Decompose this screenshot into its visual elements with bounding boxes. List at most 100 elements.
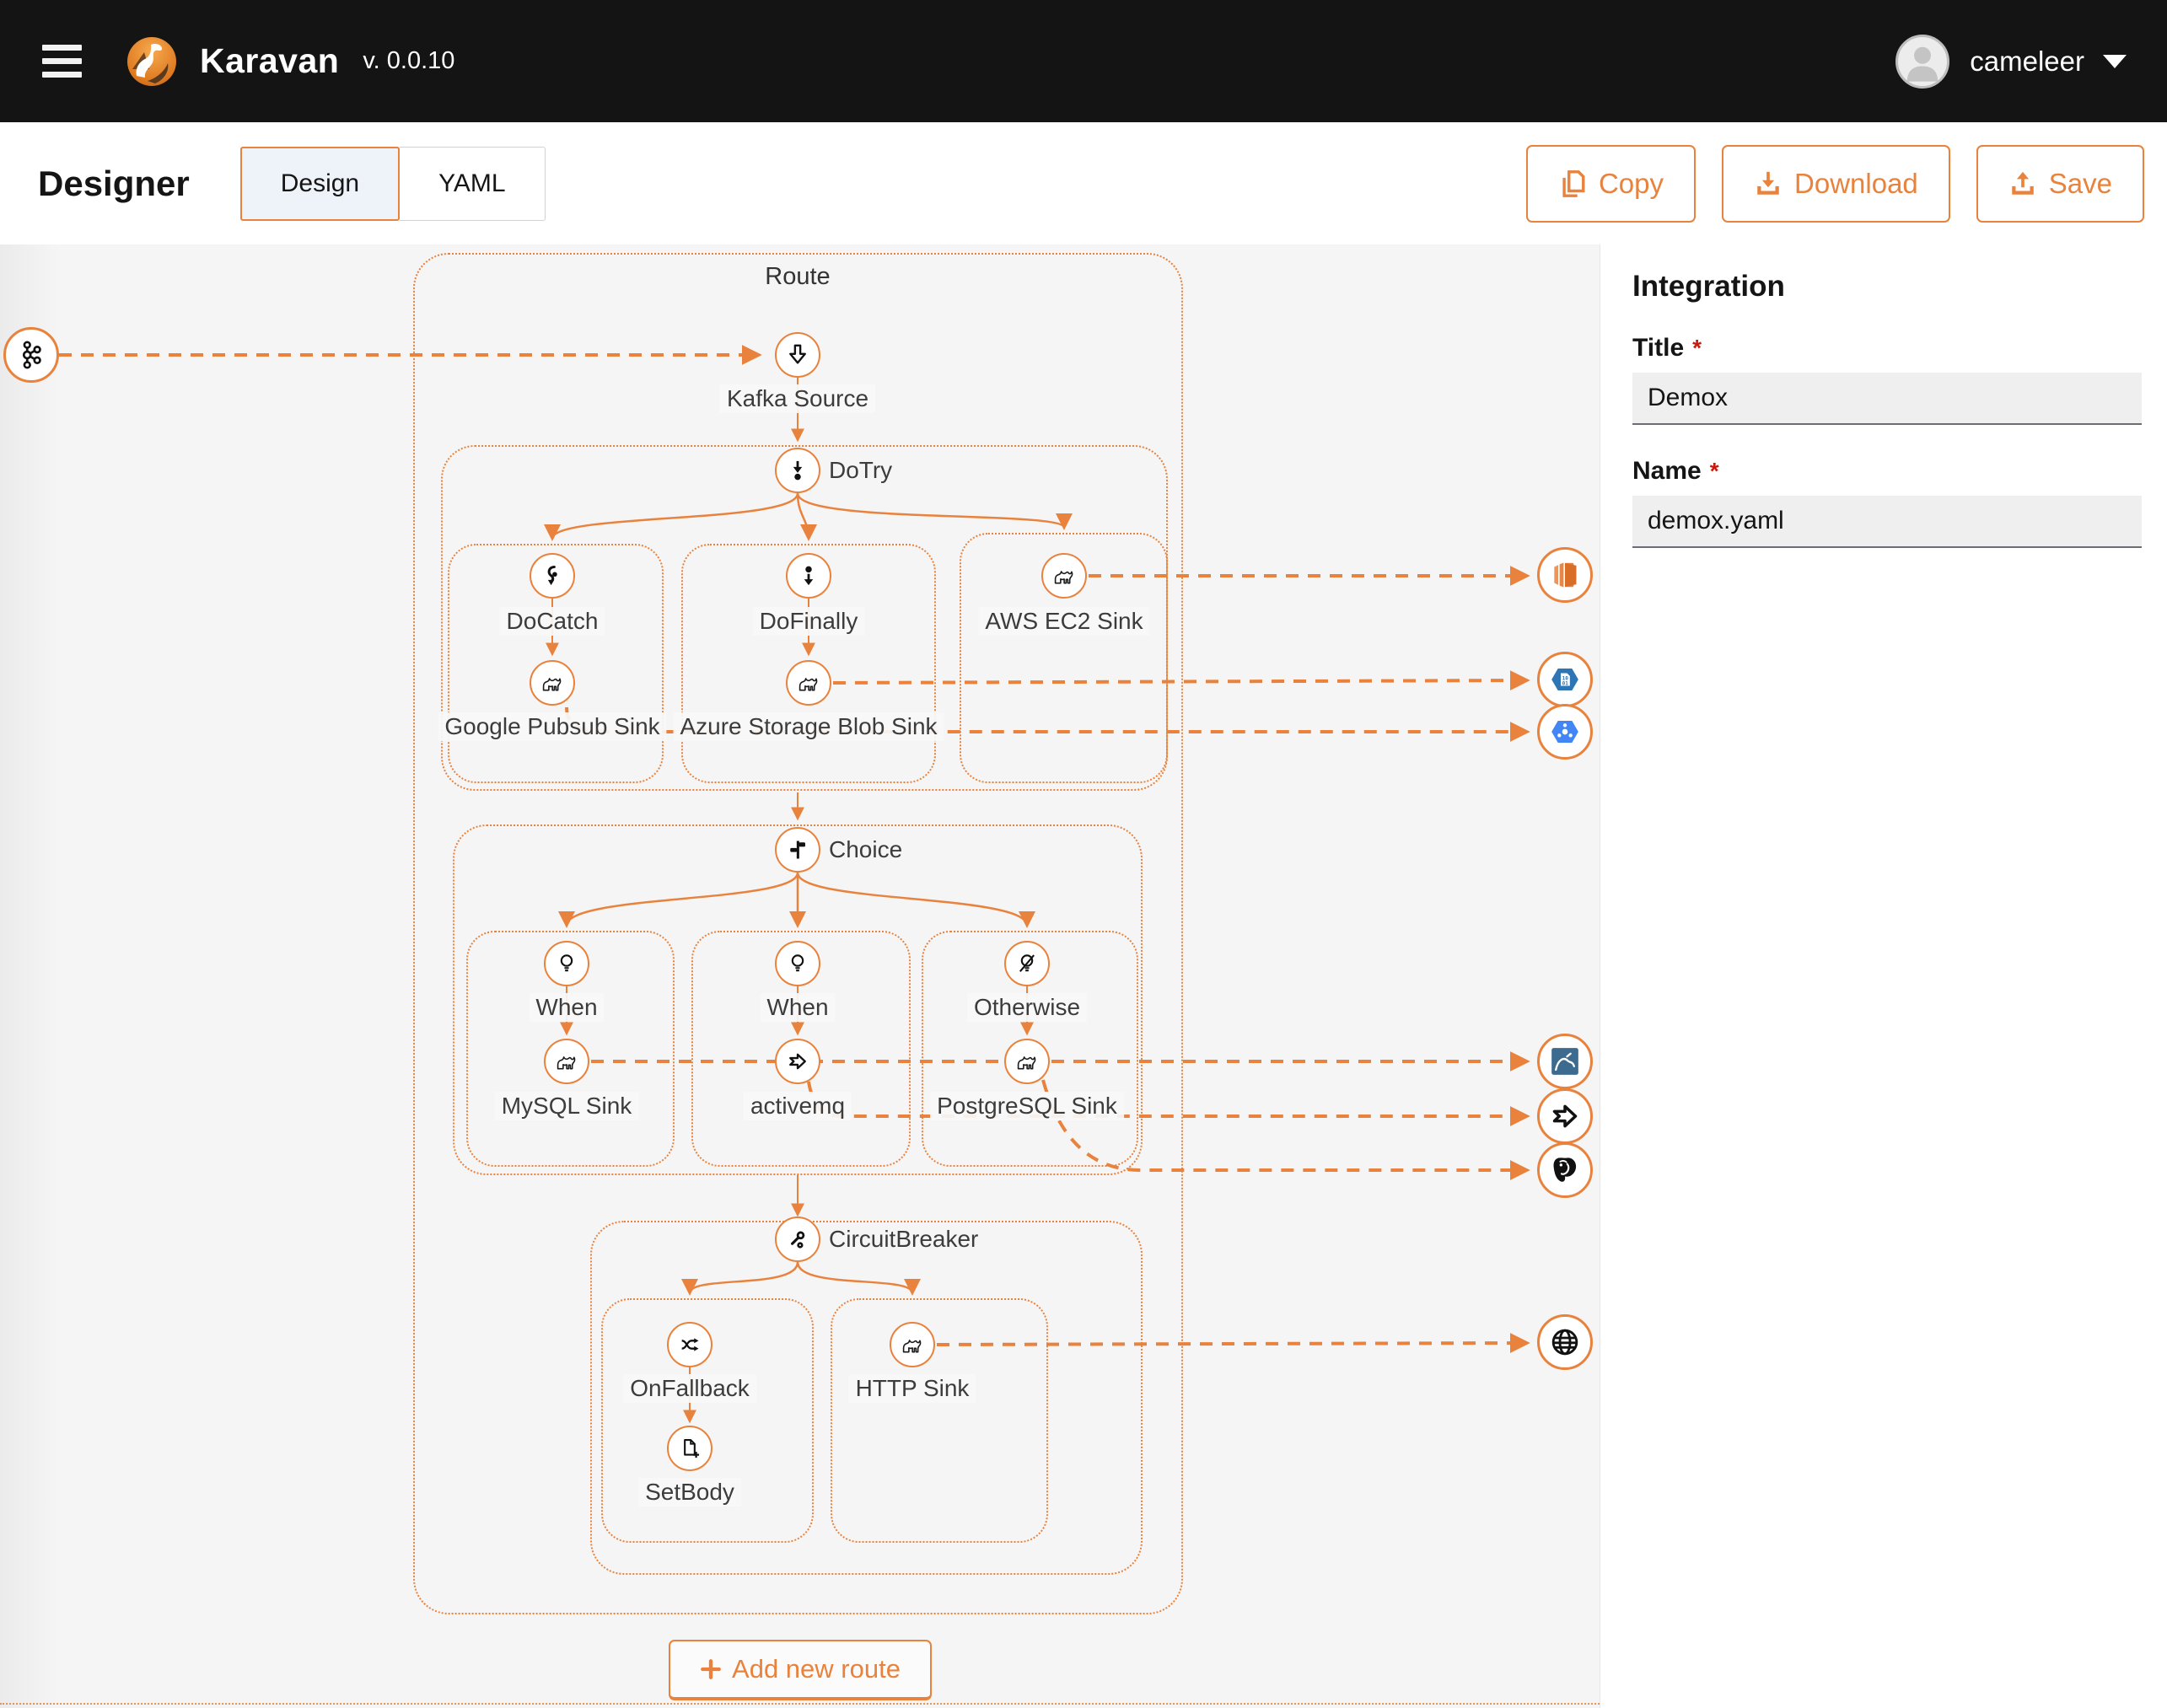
docatch-icon	[547, 565, 557, 586]
required-asterisk: *	[1692, 335, 1702, 361]
step-azure-blob-sink[interactable]	[786, 660, 831, 706]
aws-ec2-endpoint-icon	[1537, 547, 1593, 603]
camel-icon	[902, 1340, 922, 1353]
step-setbody[interactable]	[667, 1426, 712, 1471]
name-field-label: Name *	[1632, 457, 1719, 485]
choice-icon	[790, 841, 805, 859]
username: cameleer	[1970, 45, 2084, 77]
menu-toggle-icon[interactable]	[42, 45, 82, 78]
activemq-endpoint-icon	[1537, 1088, 1593, 1144]
step-label: DoFinally	[752, 607, 865, 636]
required-asterisk: *	[1709, 458, 1719, 484]
when-icon	[791, 954, 804, 972]
aws-ec2-sink-container[interactable]	[960, 533, 1168, 783]
svg-text:01: 01	[1562, 681, 1569, 687]
step-circuitbreaker[interactable]	[775, 1217, 820, 1262]
designer-canvas[interactable]: Route Kafka Source DoTry DoCatch	[0, 244, 1600, 1708]
name-field[interactable]	[1632, 496, 2142, 548]
app-version: v. 0.0.10	[363, 47, 455, 74]
step-google-pubsub-sink[interactable]	[530, 660, 575, 706]
tab-yaml[interactable]: YAML	[400, 146, 546, 221]
circuitbreaker-icon	[791, 1231, 805, 1249]
step-label: DoTry	[829, 457, 893, 483]
step-when-2[interactable]	[775, 941, 820, 986]
dofinally-container[interactable]	[681, 544, 936, 783]
save-button[interactable]: Save	[1976, 144, 2144, 223]
panel-heading: Integration	[1632, 270, 1785, 303]
postgresql-endpoint-icon	[1537, 1142, 1593, 1198]
step-mysql-sink[interactable]	[544, 1039, 589, 1084]
route-container[interactable]	[413, 253, 1183, 1614]
step-label: Azure Storage Blob Sink	[673, 712, 944, 741]
step-label: activemq	[743, 1092, 852, 1120]
activemq-arrow-icon	[789, 1053, 806, 1070]
circuitbreaker-container[interactable]	[590, 1221, 1143, 1575]
copy-icon	[1562, 169, 1585, 197]
plus-icon	[701, 1659, 721, 1679]
source-arrow-icon	[789, 344, 806, 364]
step-aws-ec2-sink[interactable]	[1041, 553, 1087, 599]
http-sink-container[interactable]	[831, 1298, 1048, 1543]
otherwise-container[interactable]	[922, 931, 1138, 1167]
when2-container[interactable]	[691, 931, 911, 1167]
upload-icon	[2012, 171, 2034, 195]
user-menu[interactable]: cameleer	[1895, 34, 2127, 89]
step-label: When	[529, 993, 605, 1022]
step-otherwise[interactable]	[1004, 941, 1050, 986]
http-globe-endpoint-icon	[1537, 1314, 1593, 1370]
camel-icon	[542, 678, 562, 691]
dofinally-icon	[804, 566, 814, 586]
step-kafka-source[interactable]	[775, 332, 820, 378]
otherwise-icon	[1019, 954, 1035, 973]
download-button[interactable]: Download	[1722, 144, 1950, 223]
step-label: SetBody	[638, 1478, 741, 1507]
app-title: Karavan	[200, 41, 340, 80]
azure-storage-blob-endpoint-icon: 10 01	[1537, 652, 1593, 707]
step-postgresql-sink[interactable]	[1004, 1039, 1050, 1084]
karavan-logo-icon	[126, 35, 178, 88]
google-pubsub-endpoint-icon	[1537, 704, 1593, 760]
choice-container[interactable]	[453, 824, 1143, 1175]
step-choice[interactable]	[775, 827, 820, 873]
tab-design[interactable]: Design	[239, 146, 401, 221]
step-docatch[interactable]	[530, 553, 575, 599]
step-dotry[interactable]	[775, 448, 820, 493]
step-onfallback[interactable]	[667, 1322, 712, 1367]
step-label: DoCatch	[499, 607, 605, 636]
when1-container[interactable]	[466, 931, 675, 1167]
step-label: Otherwise	[966, 993, 1088, 1022]
properties-panel: Integration Title* Name*	[1600, 244, 2167, 1708]
copy-button[interactable]: Copy	[1525, 144, 1696, 223]
toolbar-actions: Copy Download Save	[1525, 144, 2144, 223]
add-new-route-button[interactable]: Add new route	[669, 1640, 932, 1700]
onfallback-container[interactable]	[601, 1298, 814, 1543]
step-when-1[interactable]	[544, 941, 589, 986]
step-http-sink[interactable]	[890, 1322, 935, 1367]
docatch-container[interactable]	[448, 544, 664, 783]
step-activemq[interactable]	[775, 1039, 820, 1084]
canvas-bottom-border	[0, 1703, 1600, 1705]
designer-toolbar: Designer Design YAML Copy Download Save	[0, 122, 2167, 244]
step-dofinally[interactable]	[786, 553, 831, 599]
when-icon	[560, 954, 573, 972]
step-label: Kafka Source	[719, 384, 876, 413]
camel-icon	[1054, 571, 1073, 584]
onfallback-icon	[681, 1338, 699, 1351]
dotry-icon	[793, 460, 803, 481]
step-label: MySQL Sink	[494, 1092, 639, 1120]
route-label: Route	[765, 263, 831, 290]
step-label: OnFallback	[623, 1374, 756, 1403]
avatar	[1895, 34, 1950, 89]
kafka-endpoint-icon	[3, 327, 59, 383]
camel-icon	[799, 678, 818, 691]
title-field[interactable]	[1632, 373, 2142, 425]
step-label: CircuitBreaker	[829, 1226, 979, 1252]
chevron-down-icon	[2103, 54, 2127, 68]
mysql-endpoint-icon	[1537, 1034, 1593, 1089]
step-label: Google Pubsub Sink	[438, 712, 667, 741]
view-toggle-group: Design YAML	[239, 146, 546, 221]
masthead: Karavan v. 0.0.10 cameleer	[0, 0, 2167, 122]
setbody-icon	[684, 1439, 700, 1458]
download-icon	[1757, 171, 1779, 195]
step-label: When	[760, 993, 836, 1022]
